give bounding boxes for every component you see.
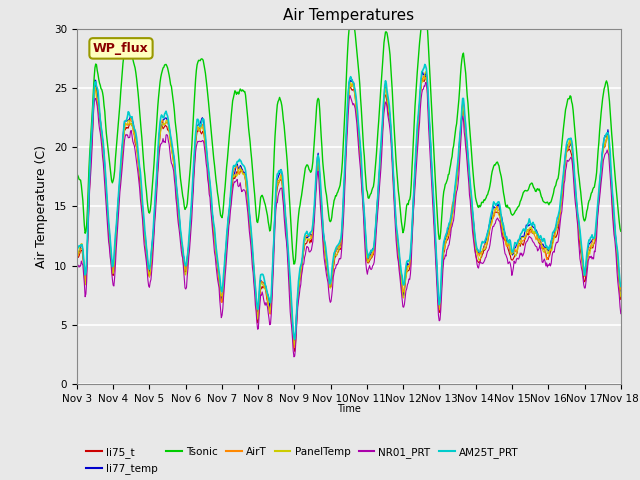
Line: AM25T_PRT: AM25T_PRT <box>77 64 621 339</box>
Legend: li75_t, li77_temp, Tsonic, AirT, PanelTemp, NR01_PRT, AM25T_PRT: li75_t, li77_temp, Tsonic, AirT, PanelTe… <box>82 443 522 478</box>
AM25T_PRT <box>617 283 625 289</box>
li77_temp <box>416 101 424 107</box>
AM25T_PRT <box>194 117 202 122</box>
Tsonic <box>290 261 298 267</box>
AirT <box>416 102 424 108</box>
PanelTemp <box>433 253 440 259</box>
AM25T_PRT <box>416 96 424 102</box>
AM25T_PRT <box>83 258 90 264</box>
li77_temp <box>617 288 625 294</box>
Tsonic <box>617 228 625 234</box>
Line: li77_temp: li77_temp <box>77 72 621 343</box>
Line: NR01_PRT: NR01_PRT <box>77 83 621 357</box>
Tsonic <box>73 174 81 180</box>
PanelTemp <box>139 210 147 216</box>
Line: AirT: AirT <box>77 76 621 348</box>
NR01_PRT <box>433 271 440 277</box>
AirT <box>223 243 230 249</box>
AM25T_PRT <box>223 233 230 239</box>
PanelTemp <box>73 255 81 261</box>
AirT <box>290 345 298 351</box>
Y-axis label: Air Temperature (C): Air Temperature (C) <box>35 145 48 268</box>
li77_temp <box>73 247 81 252</box>
Line: Tsonic: Tsonic <box>77 13 621 264</box>
Line: PanelTemp: PanelTemp <box>77 72 621 345</box>
AirT <box>617 287 625 293</box>
li77_temp <box>290 340 298 346</box>
NR01_PRT <box>139 218 147 224</box>
AirT <box>139 210 147 216</box>
NR01_PRT <box>416 120 424 126</box>
Text: WP_flux: WP_flux <box>93 42 149 55</box>
NR01_PRT <box>422 80 429 85</box>
Tsonic <box>433 193 440 199</box>
Tsonic <box>83 222 90 228</box>
AirT <box>194 125 202 131</box>
AM25T_PRT <box>291 336 298 342</box>
li77_temp <box>223 236 230 242</box>
Tsonic <box>416 40 424 46</box>
AM25T_PRT <box>433 249 440 254</box>
li75_t <box>223 245 230 251</box>
li75_t <box>83 268 90 274</box>
Tsonic <box>194 59 202 65</box>
PanelTemp <box>194 124 202 130</box>
li77_temp <box>83 263 90 268</box>
li75_t <box>617 297 625 302</box>
PanelTemp <box>223 239 230 245</box>
li75_t <box>73 252 81 258</box>
PanelTemp <box>422 69 429 74</box>
AM25T_PRT <box>421 61 429 67</box>
li77_temp <box>419 69 426 74</box>
PanelTemp <box>617 294 625 300</box>
Tsonic <box>139 146 147 152</box>
NR01_PRT <box>223 254 230 260</box>
X-axis label: Time: Time <box>337 404 361 414</box>
li75_t <box>194 129 202 134</box>
AM25T_PRT <box>73 247 81 253</box>
NR01_PRT <box>290 354 298 360</box>
Line: li75_t: li75_t <box>77 76 621 351</box>
AirT <box>73 252 81 258</box>
AirT <box>433 256 440 262</box>
li77_temp <box>194 122 202 128</box>
NR01_PRT <box>194 138 202 144</box>
Tsonic <box>421 10 429 16</box>
PanelTemp <box>83 264 90 270</box>
NR01_PRT <box>617 311 625 316</box>
PanelTemp <box>291 342 298 348</box>
AM25T_PRT <box>139 201 147 207</box>
li75_t <box>433 259 440 264</box>
PanelTemp <box>416 106 424 111</box>
NR01_PRT <box>73 261 81 266</box>
Tsonic <box>223 164 230 170</box>
li77_temp <box>433 251 440 256</box>
li77_temp <box>139 205 147 211</box>
AirT <box>83 263 90 269</box>
li75_t <box>291 348 298 354</box>
li75_t <box>422 73 429 79</box>
AirT <box>419 73 427 79</box>
li75_t <box>416 104 424 109</box>
li75_t <box>139 210 147 216</box>
NR01_PRT <box>83 279 90 285</box>
Title: Air Temperatures: Air Temperatures <box>284 9 414 24</box>
